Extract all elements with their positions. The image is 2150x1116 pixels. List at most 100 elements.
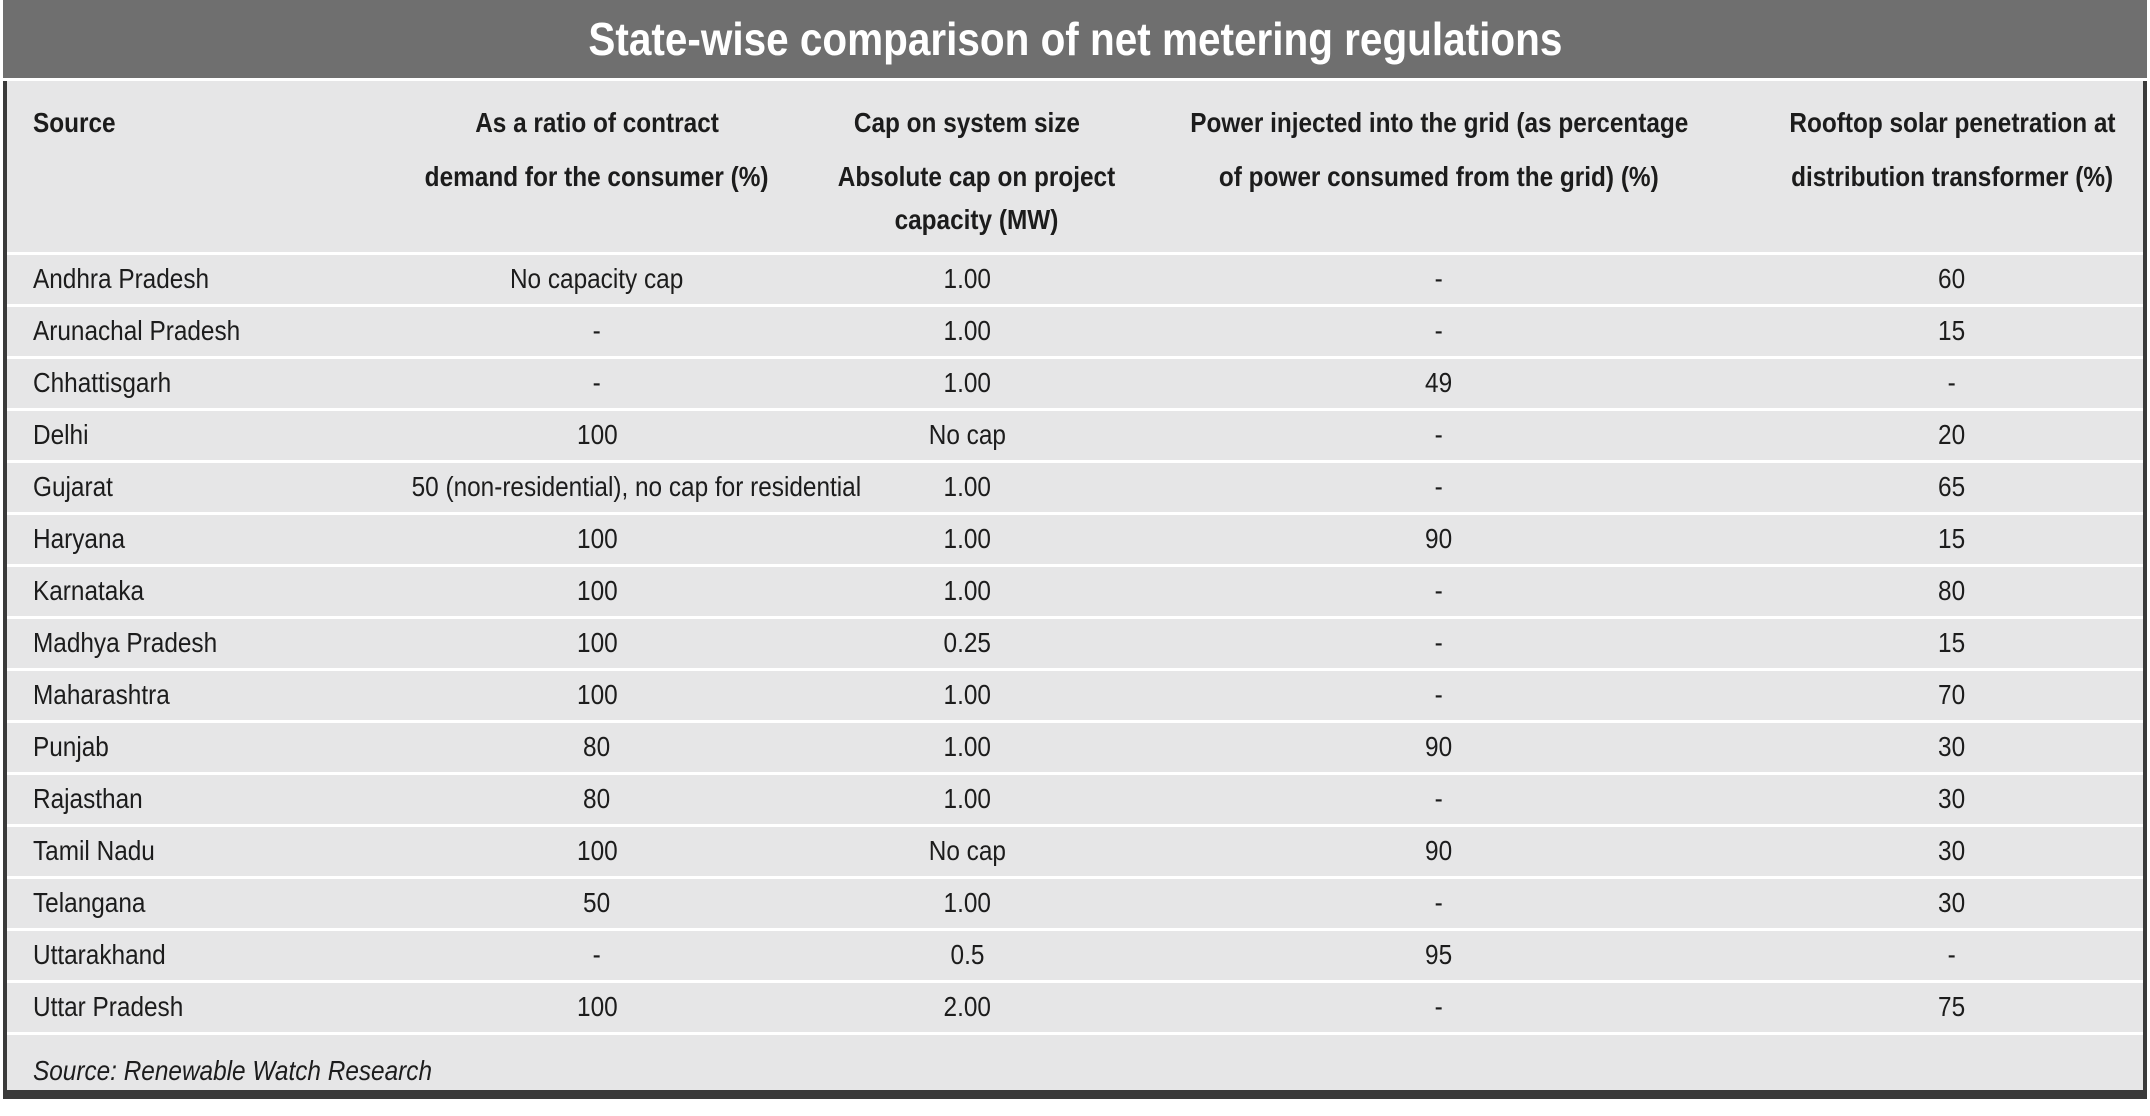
cell-ratio-contract-demand: - (377, 355, 817, 409)
cell-power-injected: - (1117, 875, 1761, 929)
header-power-line1: Power injected into the grid (as percent… (1189, 107, 1689, 138)
table-frame: Source As a ratio of contract demand for… (3, 81, 2147, 1099)
cell-ratio-contract-demand: 100 (377, 563, 817, 617)
header-ratio-line1: As a ratio of contract (475, 107, 719, 138)
cell-state: Arunachal Pradesh (7, 303, 377, 357)
cell-power-injected: 90 (1117, 511, 1761, 565)
table-row: Gujarat 50 (non-residential), no cap for… (7, 459, 2143, 513)
table-row: Arunachal Pradesh - 1.00 - 15 (7, 303, 2143, 357)
cell-rooftop-penetration: 30 (1761, 771, 2143, 825)
table-row: Rajasthan 80 1.00 - 30 (7, 771, 2143, 825)
header-source-line1: Source (33, 107, 116, 138)
header-cap-line1: Cap on system size (853, 107, 1081, 138)
cell-cap-system-size: 2.00 (817, 979, 1117, 1032)
cell-cap-system-size: 1.00 (817, 251, 1117, 305)
cell-state: Punjab (7, 719, 377, 773)
table-row: Karnataka 100 1.00 - 80 (7, 563, 2143, 617)
cell-rooftop-penetration: 30 (1761, 875, 2143, 929)
cell-state: Delhi (7, 407, 377, 461)
cell-cap-system-size: 1.00 (817, 355, 1117, 409)
cell-state: Maharashtra (7, 667, 377, 721)
cell-power-injected: - (1117, 667, 1761, 721)
cell-power-injected: - (1117, 563, 1761, 617)
cell-cap-system-size: 1.00 (817, 719, 1117, 773)
header-cap-line2: Absolute cap on project capacity (MW) (837, 161, 1116, 235)
cell-state: Andhra Pradesh (7, 251, 377, 305)
cell-state: Rajasthan (7, 771, 377, 825)
cell-rooftop-penetration: 30 (1761, 823, 2143, 877)
cell-power-injected: - (1117, 407, 1761, 461)
cell-ratio-contract-demand: No capacity cap (377, 251, 817, 305)
cell-ratio-contract-demand: 100 (377, 823, 817, 877)
cell-state: Uttar Pradesh (7, 979, 377, 1032)
cell-ratio-contract-demand: 50 (377, 875, 817, 929)
cell-power-injected: 49 (1117, 355, 1761, 409)
table-row: Madhya Pradesh 100 0.25 - 15 (7, 615, 2143, 669)
cell-cap-system-size: 1.00 (817, 459, 1117, 513)
cell-ratio-contract-demand: - (377, 303, 817, 357)
header-cell-ratio-contract-demand: As a ratio of contract demand for the co… (377, 81, 817, 253)
title-bar: State-wise comparison of net metering re… (3, 0, 2147, 78)
header-cell-rooftop-penetration: Rooftop solar penetration at distributio… (1761, 81, 2143, 253)
cell-state: Telangana (7, 875, 377, 929)
cell-power-injected: 90 (1117, 719, 1761, 773)
net-metering-table: Source As a ratio of contract demand for… (7, 81, 2143, 1032)
cell-cap-system-size: 1.00 (817, 511, 1117, 565)
cell-rooftop-penetration: 65 (1761, 459, 2143, 513)
table-row: Chhattisgarh - 1.00 49 - (7, 355, 2143, 409)
cell-rooftop-penetration: 70 (1761, 667, 2143, 721)
cell-state: Haryana (7, 511, 377, 565)
cell-state: Uttarakhand (7, 927, 377, 981)
table-row: Tamil Nadu 100 No cap 90 30 (7, 823, 2143, 877)
header-cell-power-injected: Power injected into the grid (as percent… (1117, 81, 1761, 253)
header-rooftop-line2: distribution transformer (%) (1790, 161, 2114, 192)
cell-cap-system-size: 1.00 (817, 303, 1117, 357)
cell-power-injected: - (1117, 303, 1761, 357)
header-rooftop-line1: Rooftop solar penetration at (1788, 107, 2116, 138)
cell-state: Chhattisgarh (7, 355, 377, 409)
header-ratio-line2: demand for the consumer (%) (425, 161, 769, 192)
table-header: Source As a ratio of contract demand for… (7, 81, 2143, 253)
cell-ratio-contract-demand: 100 (377, 615, 817, 669)
source-note-row: Source: Renewable Watch Research (7, 1031, 2143, 1116)
cell-rooftop-penetration: 15 (1761, 511, 2143, 565)
cell-ratio-contract-demand: 100 (377, 667, 817, 721)
cell-cap-system-size: No cap (817, 823, 1117, 877)
cell-rooftop-penetration: - (1761, 355, 2143, 409)
table-row: Maharashtra 100 1.00 - 70 (7, 667, 2143, 721)
header-row: Source As a ratio of contract demand for… (7, 81, 2143, 253)
cell-state: Gujarat (7, 459, 377, 513)
cell-rooftop-penetration: 30 (1761, 719, 2143, 773)
cell-ratio-contract-demand: 80 (377, 771, 817, 825)
cell-power-injected: 90 (1117, 823, 1761, 877)
cell-cap-system-size: 1.00 (817, 563, 1117, 617)
header-cell-source: Source (7, 81, 377, 253)
table-row: Uttar Pradesh 100 2.00 - 75 (7, 979, 2143, 1032)
cell-power-injected: - (1117, 251, 1761, 305)
cell-ratio-contract-demand: 50 (non-residential), no cap for residen… (377, 459, 861, 513)
cell-state: Karnataka (7, 563, 377, 617)
cell-cap-system-size: 1.00 (817, 875, 1117, 929)
cell-power-injected: - (1117, 979, 1761, 1032)
table-row: Telangana 50 1.00 - 30 (7, 875, 2143, 929)
cell-rooftop-penetration: - (1761, 927, 2143, 981)
cell-rooftop-penetration: 60 (1761, 251, 2143, 305)
cell-rooftop-penetration: 20 (1761, 407, 2143, 461)
cell-rooftop-penetration: 15 (1761, 615, 2143, 669)
table-row: Punjab 80 1.00 90 30 (7, 719, 2143, 773)
cell-state: Madhya Pradesh (7, 615, 377, 669)
cell-ratio-contract-demand: - (377, 927, 817, 981)
cell-rooftop-penetration: 75 (1761, 979, 2143, 1032)
cell-cap-system-size: 1.00 (817, 771, 1117, 825)
cell-rooftop-penetration: 15 (1761, 303, 2143, 357)
table-row: Delhi 100 No cap - 20 (7, 407, 2143, 461)
cell-ratio-contract-demand: 100 (377, 979, 817, 1032)
cell-power-injected: - (1117, 459, 1761, 513)
figure-title: State-wise comparison of net metering re… (588, 13, 1562, 65)
cell-power-injected: 95 (1117, 927, 1761, 981)
cell-cap-system-size: 1.00 (817, 667, 1117, 721)
cell-state: Tamil Nadu (7, 823, 377, 877)
cell-cap-system-size: 0.25 (817, 615, 1117, 669)
table-body: Andhra Pradesh No capacity cap 1.00 - 60… (7, 251, 2143, 1032)
header-cell-cap-system-size: Cap on system size Absolute cap on proje… (817, 81, 1117, 253)
